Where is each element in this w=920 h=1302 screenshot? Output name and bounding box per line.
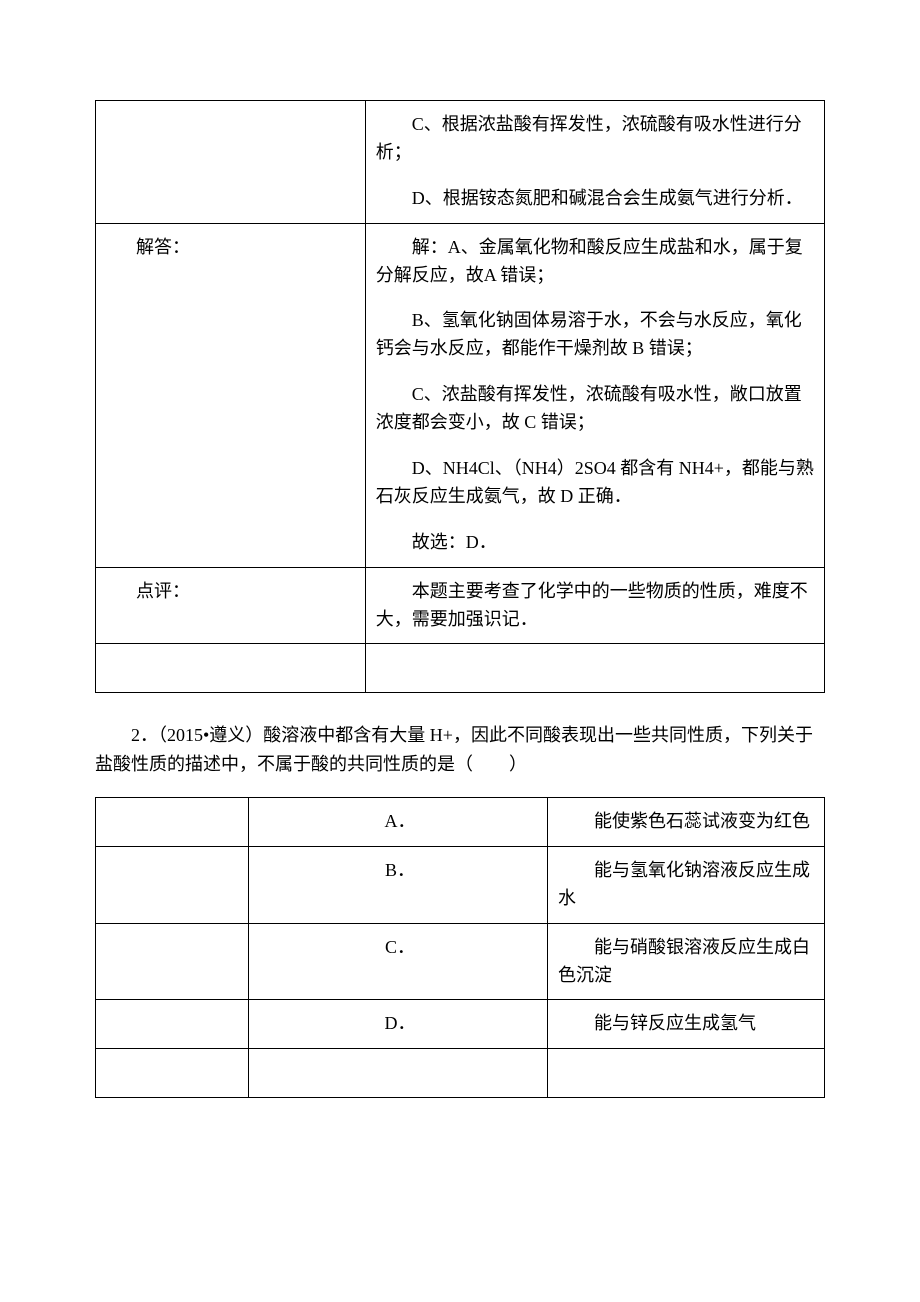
option-label-cell: B． bbox=[249, 846, 548, 923]
question-2-text: 2．（2015•遵义）酸溶液中都含有大量 H+，因此不同酸表现出一些共同性质，下… bbox=[95, 721, 825, 779]
option-label-cell: C． bbox=[249, 923, 548, 1000]
answer-label: 解答： bbox=[136, 237, 190, 257]
analysis-item-c: C、根据浓盐酸有挥发性，浓硫酸有吸水性进行分析； bbox=[376, 111, 818, 167]
answer-item-c: C、浓盐酸有挥发性，浓硫酸有吸水性，敞口放置浓度都会变小，故 C 错误； bbox=[376, 381, 818, 437]
option-label-d: D． bbox=[385, 1013, 416, 1033]
option-label-c: C． bbox=[385, 937, 415, 957]
table-row: A． 能使紫色石蕊试液变为红色 bbox=[96, 797, 825, 846]
option-label-cell: A． bbox=[249, 797, 548, 846]
option-blank-cell bbox=[96, 1000, 249, 1049]
option-text-cell: 能与硝酸银溶液反应生成白色沉淀 bbox=[547, 923, 824, 1000]
empty-cell bbox=[249, 1049, 548, 1098]
table-row: C、根据浓盐酸有挥发性，浓硫酸有吸水性进行分析； D、根据铵态氮肥和碱混合会生成… bbox=[96, 101, 825, 224]
table-row: B． 能与氢氧化钠溶液反应生成水 bbox=[96, 846, 825, 923]
table-row-empty bbox=[96, 1049, 825, 1098]
answer-item-d: D、NH4Cl、（NH4）2SO4 都含有 NH4+，都能与熟石灰反应生成氨气，… bbox=[376, 455, 818, 511]
table-row: D． 能与锌反应生成氢气 bbox=[96, 1000, 825, 1049]
options-table: A． 能使紫色石蕊试液变为红色 B． 能与氢氧化钠溶液反应生成水 C． 能与硝酸… bbox=[95, 797, 825, 1098]
option-text-a: 能使紫色石蕊试液变为红色 bbox=[558, 808, 818, 836]
comment-label: 点评： bbox=[136, 581, 190, 601]
option-text-d: 能与锌反应生成氢气 bbox=[558, 1010, 818, 1038]
analysis-item-d: D、根据铵态氮肥和碱混合会生成氨气进行分析． bbox=[376, 185, 818, 213]
option-blank-cell bbox=[96, 846, 249, 923]
comment-content-cell: 本题主要考查了化学中的一些物质的性质，难度不大，需要加强识记． bbox=[365, 567, 824, 644]
comment-label-cell: 点评： bbox=[96, 567, 366, 644]
option-text-cell: 能与氢氧化钠溶液反应生成水 bbox=[547, 846, 824, 923]
option-label-cell: D． bbox=[249, 1000, 548, 1049]
option-text-cell: 能使紫色石蕊试液变为红色 bbox=[547, 797, 824, 846]
table-row: 解答： 解：A、金属氧化物和酸反应生成盐和水，属于复分解反应，故A 错误； B、… bbox=[96, 223, 825, 567]
answer-item-b: B、氢氧化钠固体易溶于水，不会与水反应，氧化钙会与水反应，都能作干燥剂故 B 错… bbox=[376, 307, 818, 363]
option-blank-cell bbox=[96, 797, 249, 846]
table-row: 点评： 本题主要考查了化学中的一些物质的性质，难度不大，需要加强识记． bbox=[96, 567, 825, 644]
table-row-empty bbox=[96, 644, 825, 693]
explanation-table: C、根据浓盐酸有挥发性，浓硫酸有吸水性进行分析； D、根据铵态氮肥和碱混合会生成… bbox=[95, 100, 825, 693]
empty-cell bbox=[365, 644, 824, 693]
empty-cell bbox=[96, 1049, 249, 1098]
option-label-a: A． bbox=[385, 811, 416, 831]
table-row: C． 能与硝酸银溶液反应生成白色沉淀 bbox=[96, 923, 825, 1000]
empty-cell bbox=[547, 1049, 824, 1098]
answer-conclusion: 故选：D． bbox=[376, 529, 818, 557]
answer-item-a: 解：A、金属氧化物和酸反应生成盐和水，属于复分解反应，故A 错误； bbox=[376, 234, 818, 290]
option-text-cell: 能与锌反应生成氢气 bbox=[547, 1000, 824, 1049]
answer-label-cell: 解答： bbox=[96, 223, 366, 567]
option-text-c: 能与硝酸银溶液反应生成白色沉淀 bbox=[558, 934, 818, 990]
empty-cell bbox=[96, 644, 366, 693]
option-text-b: 能与氢氧化钠溶液反应生成水 bbox=[558, 857, 818, 913]
option-label-b: B． bbox=[385, 860, 415, 880]
answer-content-cell: 解：A、金属氧化物和酸反应生成盐和水，属于复分解反应，故A 错误； B、氢氧化钠… bbox=[365, 223, 824, 567]
document-page: C、根据浓盐酸有挥发性，浓硫酸有吸水性进行分析； D、根据铵态氮肥和碱混合会生成… bbox=[0, 0, 920, 1170]
table-cell-left bbox=[96, 101, 366, 224]
table-cell-right: C、根据浓盐酸有挥发性，浓硫酸有吸水性进行分析； D、根据铵态氮肥和碱混合会生成… bbox=[365, 101, 824, 224]
option-blank-cell bbox=[96, 923, 249, 1000]
comment-text: 本题主要考查了化学中的一些物质的性质，难度不大，需要加强识记． bbox=[376, 578, 818, 634]
